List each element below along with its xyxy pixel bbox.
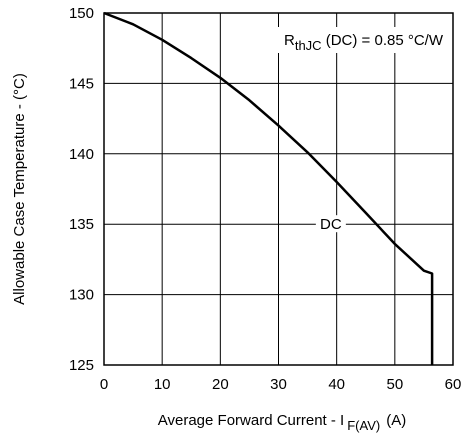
- x-axis-title: Average Forward Current - I F(AV) (A): [158, 412, 406, 433]
- annotation-main: R: [284, 32, 295, 49]
- x-tick-label-50: 50: [386, 376, 403, 393]
- y-tick-label-150: 150: [69, 5, 94, 22]
- x-tick-label-10: 10: [154, 376, 171, 393]
- x-axis-title-unit: (A): [386, 412, 406, 429]
- series-label-dc: DC: [320, 216, 342, 233]
- plot-area-frame: [103, 12, 454, 366]
- y-tick-label-125: 125: [69, 357, 94, 374]
- y-axis-ticks: 125 130 135 140 145 150: [69, 5, 94, 374]
- y-tick-label-135: 135: [69, 216, 94, 233]
- y-tick-label-130: 130: [69, 287, 94, 304]
- x-axis-title-main: Average Forward Current - I: [158, 412, 344, 429]
- x-tick-label-30: 30: [270, 376, 287, 393]
- y-tick-label-140: 140: [69, 146, 94, 163]
- y-tick-label-145: 145: [69, 75, 94, 92]
- annotation-backing: [223, 27, 445, 53]
- x-axis-ticks: 0 10 20 30 40 50 60: [100, 376, 462, 393]
- annotation-subscript: thJC: [295, 38, 322, 53]
- annotation-rest: (DC) = 0.85 °C/W: [322, 32, 444, 49]
- series-line-dc: [103, 11, 434, 365]
- x-tick-label-60: 60: [445, 376, 462, 393]
- chart-series: [103, 11, 434, 365]
- y-axis-title: Allowable Case Temperature - (°C): [11, 73, 28, 305]
- x-axis-title-subscript: F(AV): [347, 418, 380, 433]
- chart-grid: [104, 13, 453, 365]
- x-tick-label-20: 20: [212, 376, 229, 393]
- series-label-backing: [315, 215, 346, 233]
- x-tick-label-40: 40: [328, 376, 345, 393]
- x-tick-label-0: 0: [100, 376, 108, 393]
- thermal-resistance-annotation: RthJC (DC) = 0.85 °C/W: [284, 32, 444, 53]
